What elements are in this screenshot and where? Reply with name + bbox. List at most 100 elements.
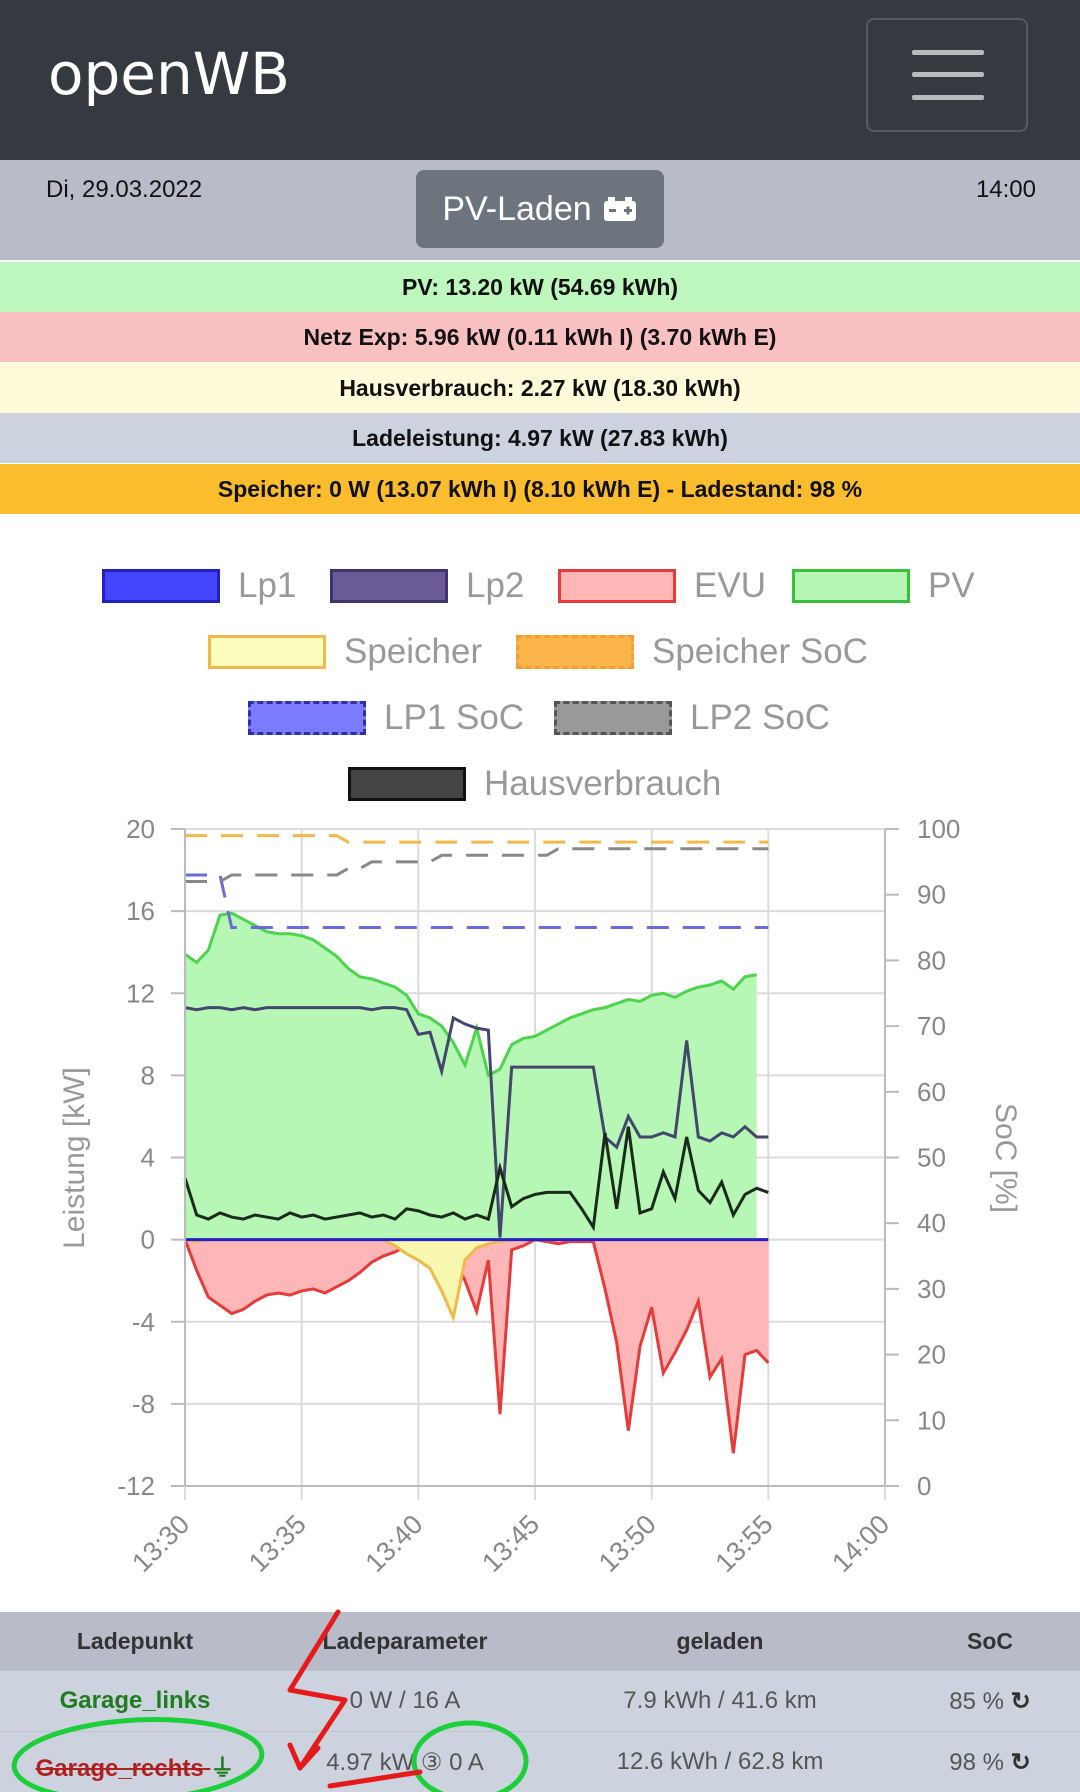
legend-item-evu[interactable]: EVU — [558, 566, 766, 606]
navbar: openWB — [0, 0, 1080, 160]
y2-tick-label: 90 — [917, 880, 946, 910]
y2-tick-label: 20 — [917, 1340, 946, 1370]
y-tick-label: -8 — [132, 1389, 155, 1419]
time-display: 14:00 — [975, 176, 1036, 203]
charging-power-status: Ladeleistung: 4.97 kW (27.83 kWh) — [0, 413, 1080, 463]
header-soc: SoC — [967, 1628, 1013, 1654]
series-speicher-soc — [185, 834, 769, 844]
legend-item-lp1[interactable]: Lp1 — [102, 566, 296, 606]
legend-label: LP2 SoC — [690, 698, 831, 737]
charge-params: 0 W / 16 A — [349, 1687, 461, 1714]
legend-label: Lp2 — [466, 566, 525, 605]
chargepoint-name-link[interactable]: Garage_rechts ⏚ — [0, 1748, 270, 1783]
legend-item-lp2[interactable]: Lp2 — [330, 566, 524, 606]
series-evu — [183, 1238, 770, 1454]
legend-swatch — [248, 701, 366, 735]
legend-label: EVU — [694, 566, 766, 605]
y-tick-label: 16 — [126, 896, 155, 926]
date-display: Di, 29.03.2022 — [46, 176, 203, 203]
charge-mode-button[interactable]: PV-Laden — [416, 170, 664, 248]
pv-status: PV: 13.20 kW (54.69 kWh) — [0, 262, 1080, 312]
legend-item-speicher-soc[interactable]: Speicher SoC — [516, 632, 868, 672]
soc-cell[interactable]: 85 % ↻ — [900, 1687, 1080, 1716]
table-row: Garage_rechts ⏚ 4.97 kW ③ 0 A 12.6 kWh /… — [0, 1731, 1080, 1792]
legend-label: Hausverbrauch — [484, 764, 722, 803]
menu-toggle-button[interactable] — [866, 18, 1028, 132]
y-tick-label: 8 — [141, 1060, 155, 1090]
info-bar: Di, 29.03.2022 PV-Laden 14:00 — [0, 160, 1080, 260]
brand-title[interactable]: openWB — [48, 40, 290, 108]
series-lp2-soc — [185, 847, 769, 884]
header-ladepunkt: Ladepunkt — [76, 1628, 194, 1654]
area-evu — [185, 1239, 769, 1454]
y2-tick-label: 40 — [917, 1208, 946, 1238]
chargepoint-name-link[interactable]: Garage_links — [59, 1687, 211, 1714]
legend-swatch — [558, 569, 676, 603]
legend-item-hausverbrauch[interactable]: Hausverbrauch — [348, 764, 721, 804]
y2-axis-title: SoC [%] — [989, 1103, 1022, 1213]
soc-value: 85 % — [949, 1688, 1004, 1715]
y-tick-label: 4 — [141, 1143, 155, 1173]
y2-tick-label: 10 — [917, 1405, 946, 1435]
hamburger-icon — [912, 50, 984, 55]
x-tick-label: 13:35 — [243, 1509, 312, 1578]
table-header: Ladepunkt Ladeparameter geladen SoC — [0, 1612, 1080, 1670]
x-tick-label: 13:40 — [360, 1509, 429, 1578]
grid-status: Netz Exp: 5.96 kW (0.11 kWh I) (3.70 kWh… — [0, 312, 1080, 362]
soc-value: 98 % — [949, 1749, 1004, 1776]
legend-label: Speicher — [344, 632, 483, 671]
house-consumption-status: Hausverbrauch: 2.27 kW (18.30 kWh) — [0, 363, 1080, 413]
legend-item-speicher[interactable]: Speicher — [208, 632, 482, 672]
legend-swatch — [330, 569, 448, 603]
y2-tick-label: 80 — [917, 945, 946, 975]
x-tick-label: 13:55 — [710, 1509, 779, 1578]
battery-icon — [603, 197, 636, 221]
y2-tick-label: 0 — [917, 1471, 931, 1501]
charge-points-table: Ladepunkt Ladeparameter geladen SoC Gara… — [0, 1612, 1080, 1792]
legend-swatch — [554, 701, 672, 735]
refresh-icon[interactable]: ↻ — [1010, 1688, 1031, 1715]
header-ladeparameter: Ladeparameter — [322, 1628, 488, 1654]
series-pv — [184, 911, 757, 1078]
area-pv — [185, 913, 757, 1240]
power-chart: 201612840-4-8-12100908070605040302010013… — [58, 814, 1022, 1578]
legend-label: Speicher SoC — [652, 632, 868, 671]
storage-status: Speicher: 0 W (13.07 kWh I) (8.10 kWh E)… — [0, 464, 1080, 514]
y-tick-label: -12 — [117, 1471, 155, 1501]
y-tick-label: 20 — [126, 814, 155, 844]
y-tick-label: -4 — [132, 1307, 155, 1337]
x-tick-label: 13:30 — [126, 1509, 195, 1578]
table-row: Garage_links 0 W / 16 A 7.9 kWh / 41.6 k… — [0, 1670, 1080, 1731]
legend-swatch — [516, 635, 634, 669]
y2-tick-label: 100 — [917, 814, 960, 844]
y-tick-label: 12 — [126, 978, 155, 1008]
legend-item-pv[interactable]: PV — [792, 566, 975, 606]
refresh-icon[interactable]: ↻ — [1010, 1749, 1031, 1776]
charge-mode-label: PV-Laden — [442, 189, 592, 228]
header-geladen: geladen — [676, 1628, 764, 1654]
plug-icon: ⏚ — [210, 1755, 235, 1782]
legend-swatch — [348, 767, 466, 801]
legend-swatch — [792, 569, 910, 603]
legend-item-lp2-soc[interactable]: LP2 SoC — [554, 698, 830, 738]
x-tick-label: 13:50 — [593, 1509, 662, 1578]
series-lp1-soc — [185, 873, 769, 930]
legend-label: Lp1 — [238, 566, 297, 605]
y2-tick-label: 50 — [917, 1143, 946, 1173]
x-tick-label: 13:45 — [476, 1509, 545, 1578]
y2-tick-label: 70 — [917, 1011, 946, 1041]
series-hausverbrauch — [183, 1126, 769, 1232]
soc-cell[interactable]: 98 % ↻ — [900, 1748, 1080, 1777]
series-lp2 — [184, 1006, 769, 1238]
x-tick-label: 14:00 — [826, 1509, 895, 1578]
y2-tick-label: 30 — [917, 1274, 946, 1304]
legend-item-lp1-soc[interactable]: LP1 SoC — [248, 698, 524, 738]
legend-swatch — [208, 635, 326, 669]
charged-amount: 7.9 kWh / 41.6 km — [623, 1687, 817, 1714]
legend-label: LP1 SoC — [384, 698, 525, 737]
charged-amount: 12.6 kWh / 62.8 km — [616, 1748, 824, 1775]
y2-tick-label: 60 — [917, 1077, 946, 1107]
legend-swatch — [102, 569, 220, 603]
y-axis-title: Leistung [kW] — [58, 1067, 91, 1249]
legend-label: PV — [928, 566, 975, 605]
